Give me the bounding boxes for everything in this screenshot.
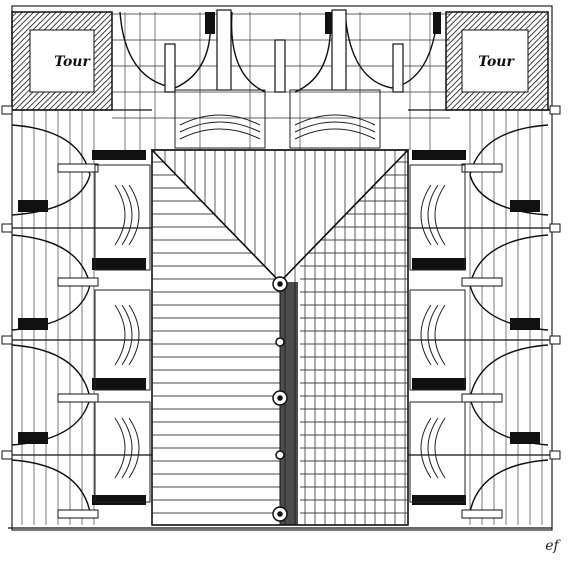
engraver-signature: ef — [545, 538, 561, 554]
top-piers — [164, 9, 404, 93]
right-side-shading — [412, 150, 540, 505]
ridge-finials — [272, 276, 288, 522]
side-wall-bands — [8, 109, 552, 456]
left-side-shading — [18, 150, 146, 505]
tower-right: Tour — [445, 11, 549, 111]
central-roof — [150, 148, 410, 526]
side-pegs — [1, 105, 561, 519]
tower-left: Tour — [11, 11, 113, 111]
tower-right-label: Tour — [478, 54, 515, 70]
tower-left-label: Tour — [54, 54, 91, 70]
top-arch-shading — [205, 12, 441, 34]
top-vault-ornaments — [174, 89, 381, 149]
side-vault-ornaments — [94, 164, 466, 503]
